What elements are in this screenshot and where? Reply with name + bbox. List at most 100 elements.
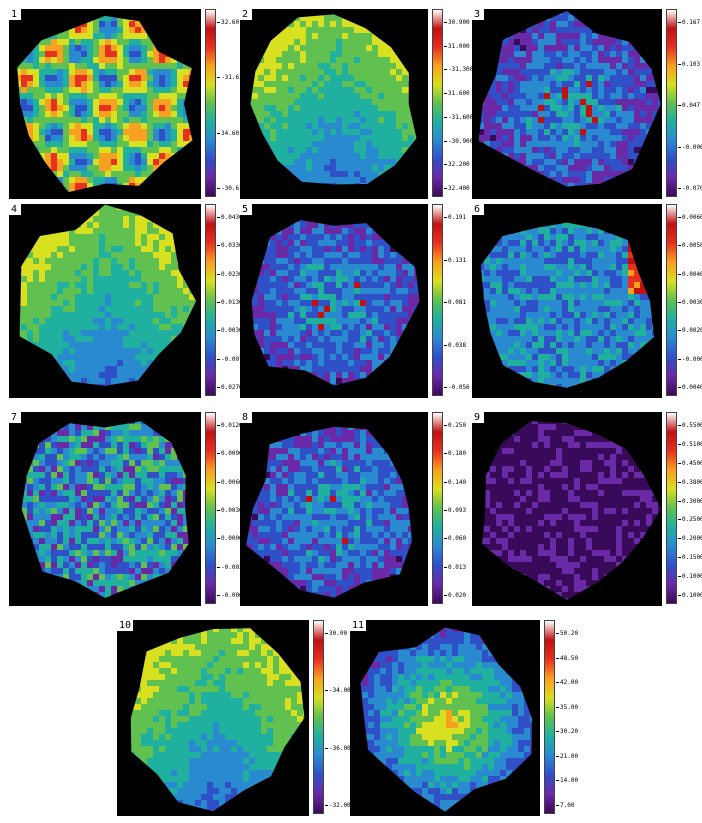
map-panel-8: 8 0.250 0.180 0.140 0.093 0.060 0.013 0.020 [240, 412, 486, 606]
colorbar [666, 412, 677, 604]
colorbar-tick-label: 0.0030 [217, 327, 243, 334]
colorbar-tick-label: 0.5100 [678, 441, 702, 448]
map-image [482, 421, 662, 600]
colorbar-tick-label: 0.00200 [677, 327, 702, 334]
colorbar-tick-label: 42.00 [555, 679, 579, 686]
colorbar-tick-label: -31.600 [443, 114, 474, 121]
colorbar-tick-label: 32.200 [444, 161, 470, 168]
map-area: 7 [9, 412, 201, 606]
colorbar-tick-label: 0.1500 [678, 554, 702, 561]
colorbar [666, 9, 677, 197]
colorbar-tick-label: 0.00400 [677, 384, 702, 391]
colorbar-tick-label: 0.5500 [678, 422, 702, 429]
colorbar-ticks: 0.167 0.103 0.047 -0.006 -0.070 [677, 9, 702, 199]
colorbar-tick-label: 0.0130 [217, 299, 243, 306]
map-area: 5 [240, 204, 428, 398]
colorbar-tick-label: 0.167 [677, 19, 701, 26]
map-image [17, 15, 193, 193]
colorbar-ticks: 32.60 -31.61 34.60 -30.61 [216, 9, 259, 199]
map-image [480, 222, 654, 388]
colorbar-tick-label: 0.0330 [217, 242, 243, 249]
colorbar-tick-label: 0.103 [677, 61, 701, 68]
colorbar-ticks: 0.191 0.131 0.081 0.038 -0.056 [443, 204, 486, 398]
map-image [21, 421, 189, 598]
colorbar-tick-label: -0.006 [678, 144, 702, 151]
map-area: 1 [9, 9, 201, 199]
colorbar-tick-label: 0.093 [443, 507, 467, 514]
map-image [250, 14, 417, 185]
panel-number-label: 3 [472, 9, 484, 20]
colorbar [432, 412, 443, 604]
colorbar-tick-label: 34.60 [216, 130, 240, 137]
panel-number-label: 11 [350, 620, 367, 631]
colorbar-tick-label: -32.00 [325, 802, 351, 809]
colorbar-ticks: 30.00 -34.00 -36.00 -32.00 [324, 620, 367, 816]
colorbar-tick-label: 0.1000 [678, 573, 702, 580]
map-image [246, 426, 412, 598]
colorbar-tick-label: 0.00600 [216, 479, 247, 486]
colorbar-tick-label: -0.0070 [216, 356, 247, 363]
colorbar-tick-label: 31.600 [444, 90, 470, 97]
colorbar-tick-label: -0.00600 [217, 592, 250, 599]
colorbar-tick-label: 0.2000 [678, 535, 702, 542]
colorbar-tick-label: 48.50 [555, 655, 579, 662]
colorbar-tick-label: -0.070 [678, 185, 702, 192]
map-image [130, 628, 305, 812]
colorbar-ticks: 0.5500 0.5100 0.4500 0.3800 0.3000 0.2500 0.20… [678, 412, 702, 606]
colorbar-tick-label: 0.00600 [677, 214, 702, 221]
colorbar-tick-label: 32.400 [444, 185, 470, 192]
map-panel-11: 11 50.20 48.50 42.00 35.00 30.20 21.00 14.00 7.0… [350, 620, 598, 816]
colorbar-ticks: 0.250 0.180 0.140 0.093 0.060 0.013 0.020 [443, 412, 486, 606]
colorbar-tick-label: 0.2500 [678, 516, 702, 523]
colorbar [544, 620, 555, 814]
colorbar-tick-label: 35.00 [555, 704, 579, 711]
map-area: 4 [9, 204, 201, 398]
map-panel-6: 6 0.00600 0.00500 0.00400 0.00300 0.00200 -0.0… [472, 204, 702, 398]
panel-number-label: 8 [240, 412, 252, 423]
colorbar-tick-label: 0.0230 [217, 271, 243, 278]
map-panel-3: 3 0.167 0.103 0.047 -0.006 -0.070 [472, 9, 702, 199]
panel-number-label: 7 [9, 412, 21, 423]
map-panel-9: 9 0.5500 0.5100 0.4500 0.3800 0.3000 0.2500 0.2… [472, 412, 702, 606]
map-panel-2: 2 30.900 31.000 -31.300 31.600 -31.600 -30.900… [240, 9, 486, 199]
map-panel-10: 10 30.00 -34.00 -36.00 -32.00 [117, 620, 367, 816]
colorbar-tick-label: 0.250 [443, 422, 467, 429]
colorbar [205, 9, 216, 197]
map-panel-5: 5 0.191 0.131 0.081 0.038 -0.056 [240, 204, 486, 398]
colorbar-tick-label: 0.3800 [678, 479, 702, 486]
colorbar-tick-label: 0.020 [443, 592, 467, 599]
map-panel-7: 7 0.01200 0.00900 0.00600 0.00300 0.00000 -0.0… [9, 412, 259, 606]
map-panel-4: 4 0.0430 0.0330 0.0230 0.0130 0.0030 -0.0070 0.… [9, 204, 259, 398]
colorbar-tick-label: 0.131 [443, 257, 467, 264]
colorbar-tick-label: 0.0270 [217, 384, 243, 391]
colorbar-tick-label: -0.00000 [678, 356, 702, 363]
panel-number-label: 5 [240, 204, 252, 215]
colorbar [666, 204, 677, 396]
colorbar-ticks: 30.900 31.000 -31.300 31.600 -31.600 -30.900 3… [443, 9, 486, 199]
colorbar [432, 204, 443, 396]
colorbar-tick-label: 0.00000 [216, 535, 247, 542]
colorbar-tick-label: 0.0430 [217, 214, 243, 221]
colorbar-tick-label: 31.000 [444, 43, 470, 50]
map-area: 2 [240, 9, 428, 199]
map-image [19, 204, 197, 386]
colorbar-tick-label: 0.00500 [677, 242, 702, 249]
map-area: 10 [117, 620, 309, 816]
colorbar-tick-label: 0.00900 [216, 450, 247, 457]
colorbar-tick-label: 0.00300 [216, 507, 247, 514]
colorbar [313, 620, 324, 814]
map-area: 9 [472, 412, 662, 606]
colorbar-tick-label: 0.00300 [677, 299, 702, 306]
map-image [478, 11, 661, 187]
colorbar [205, 412, 216, 604]
colorbar-tick-label: 0.038 [443, 342, 467, 349]
colorbar-tick-label: 7.00 [555, 802, 575, 809]
colorbar-tick-label: -31.61 [217, 74, 243, 81]
colorbar-tick-label: 30.900 [444, 19, 470, 26]
map-area: 8 [240, 412, 428, 606]
colorbar-tick-label: 0.013 [443, 564, 467, 571]
colorbar-tick-label: 0.00400 [677, 271, 702, 278]
colorbar-tick-label: 21.00 [555, 753, 579, 760]
map-area: 3 [472, 9, 662, 199]
colorbar-tick-label: 0.01200 [216, 422, 247, 429]
